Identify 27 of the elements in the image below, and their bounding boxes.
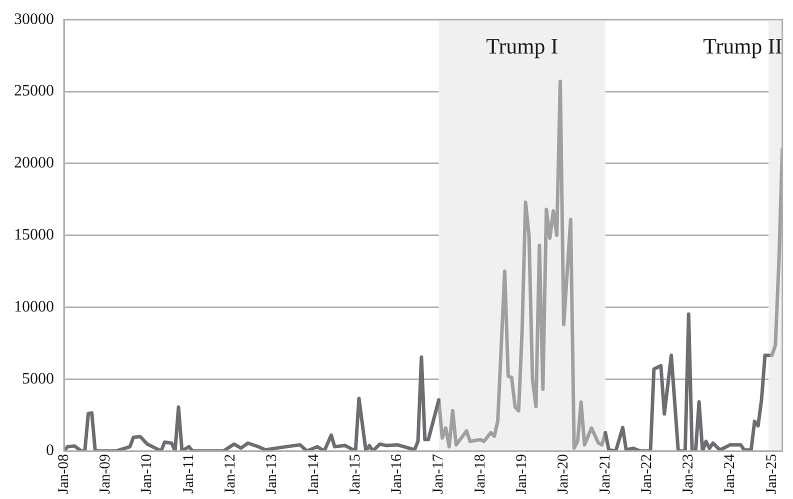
- x-tick-label: Jan-25: [764, 454, 780, 494]
- band-label: Trump I: [486, 33, 558, 58]
- x-tick-label: Jan-13: [264, 454, 280, 494]
- x-tick-label: Jan-14: [306, 454, 322, 494]
- x-tick-label: Jan-09: [98, 454, 114, 494]
- y-tick-label: 25000: [14, 82, 54, 100]
- x-tick-label: Jan-08: [56, 454, 72, 494]
- x-tick-label: Jan-19: [514, 454, 530, 494]
- y-tick-label: 0: [46, 442, 54, 460]
- x-tick-label: Jan-11: [180, 454, 197, 494]
- x-tick-label: Jan-15: [347, 454, 364, 494]
- x-tick-label: Jan-23: [680, 454, 697, 494]
- x-tick-label: Jan-16: [389, 454, 406, 494]
- x-tick-label: Jan-12: [222, 454, 239, 494]
- x-tick-label: Jan-20: [556, 454, 572, 494]
- y-tick-label: 20000: [14, 154, 54, 172]
- x-tick-label: Jan-22: [638, 454, 655, 494]
- x-tick-label: Jan-18: [472, 454, 488, 494]
- y-tick-label: 15000: [14, 226, 54, 244]
- y-tick-label: 10000: [14, 298, 54, 316]
- band-label: Trump II: [703, 33, 782, 58]
- x-tick-label: Jan-17: [430, 454, 447, 494]
- x-tick-label: Jan-21: [597, 454, 614, 494]
- y-tick-label: 5000: [22, 370, 54, 388]
- y-tick-label: 30000: [14, 10, 54, 28]
- x-tick-label: Jan-24: [722, 454, 738, 494]
- x-tick-label: Jan-10: [139, 454, 156, 494]
